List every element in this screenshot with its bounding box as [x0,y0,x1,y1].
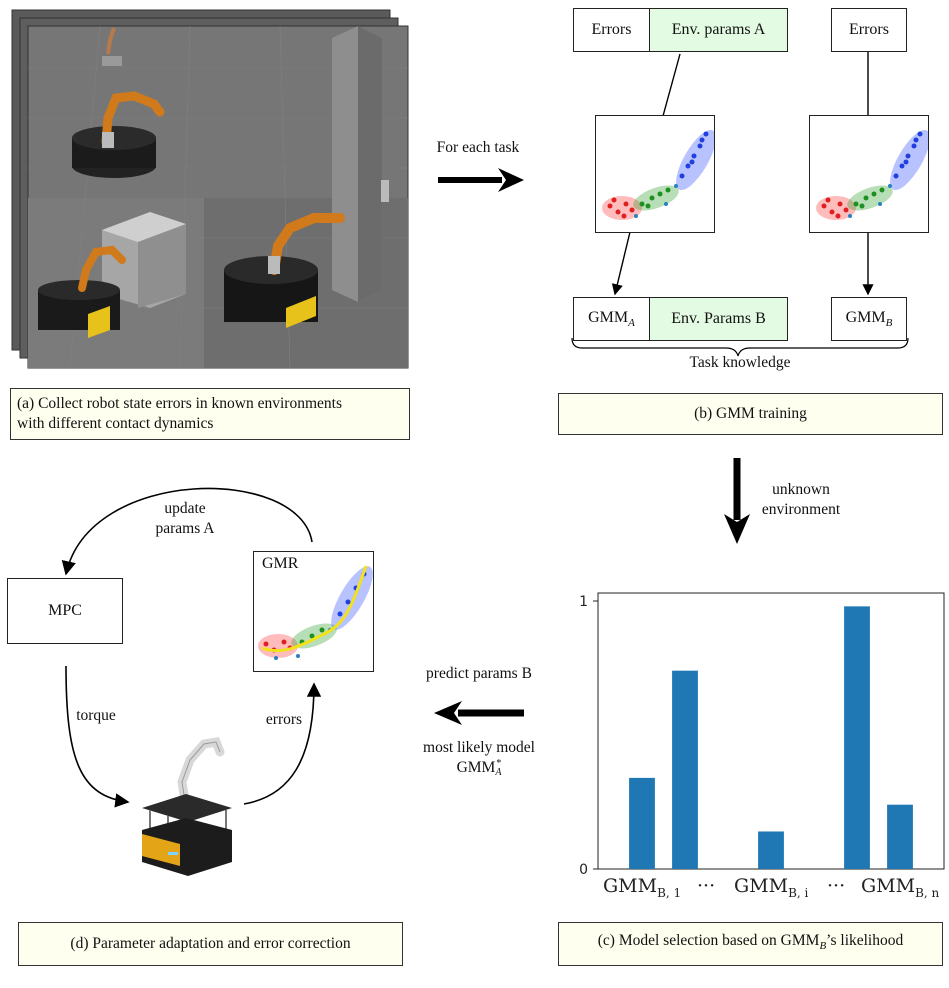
gmm-star-base: GMM [456,759,496,776]
bar-5 [844,606,870,869]
env-params-b-label: Env. Params B [671,310,766,327]
gmm-b-sub: B [885,317,893,330]
x-tick-label: GMMB, i [734,875,808,900]
gmm-b-box: GMMB [831,297,907,341]
caption-collect-errors: (a) Collect robot state errors in known … [10,388,410,440]
unknown-environment-label: unknown environment [746,480,856,520]
gmm-scatter-b [809,115,929,233]
x-tick-sub: B, i [788,885,809,900]
errors-a-label: Errors [591,21,632,38]
panel-b-connectors [571,52,909,357]
caption-a-line2: with different contact dynamics [17,415,214,432]
torque-label: torque [76,707,116,724]
x-tick-base: GMM [734,875,789,897]
caption-d-text: (d) Parameter adaptation and error corre… [70,935,351,952]
task-knowledge-label: Task knowledge [689,354,791,371]
down-arrow-icon [724,458,750,544]
most-likely-line1: most likely model [423,739,535,756]
errors-b-box: Errors [831,8,907,52]
x-tick-sub: B, 1 [657,885,682,900]
errors-label: errors [265,711,303,728]
gmm-a-sub: A [628,317,635,330]
caption-gmm-training: (b) GMM training [558,393,943,435]
x-tick-base: ··· [697,875,716,897]
gmm-scatter-a [595,115,715,233]
most-likely-model-label: most likely model GMM * A [404,738,554,778]
x-tick-sub: B, n [915,885,940,900]
gmm-star-sup: * [495,758,501,770]
gmr-label: GMR [262,555,299,572]
for-each-task-label: For each task [436,139,520,156]
mpc-label: MPC [48,602,82,619]
right-arrow-icon [438,168,524,192]
caption-model-selection: (c) Model selection based on GMMB’s like… [558,922,943,966]
errors-b-label: Errors [849,21,889,38]
gmm-a-box: GMMA [573,297,650,341]
left-arrow-icon [434,701,524,725]
caption-c-sub: B [819,940,827,953]
x-tick-label: GMMB, n [861,875,939,900]
gmr-plot: GMR [253,551,374,672]
caption-a-line1: (a) Collect robot state errors in known … [17,395,342,412]
y-tick-label: 0 [579,862,588,875]
unknown-line2: environment [761,501,841,518]
caption-c-suffix: ’s likelihood [826,932,904,950]
x-tick-label: GMMB, 1 [603,875,681,900]
panel-d-connectors [61,487,322,808]
errors-a-box: Errors [573,8,650,52]
gmm-a-label: GMMA [588,309,635,329]
caption-parameter-adaptation: (d) Parameter adaptation and error corre… [18,922,403,966]
env-params-b-box: Env. Params B [649,297,788,341]
x-tick-label: ··· [697,875,715,897]
mobile-robot-image [128,730,244,880]
caption-c-prefix: (c) Model selection based on GMM [597,932,820,950]
bar-3 [758,831,784,869]
bar-6 [887,804,913,869]
mpc-box: MPC [7,578,123,644]
bar-chart-svg: 01 [579,592,945,878]
gmm-b-label: GMMB [846,309,893,329]
gmm-star-sub: A [495,767,502,779]
gmm-a-base: GMM [588,308,629,326]
gmm-b-base: GMM [845,308,886,326]
y-tick-label: 1 [579,594,588,610]
x-tick-base: GMM [603,875,658,897]
update-line2: params A [155,520,215,537]
update-line1: update [164,500,206,517]
env-params-a-label: Env. params A [671,21,766,38]
predict-params-label: predict params B [426,665,532,682]
x-tick-label: ··· [827,875,845,897]
env-params-a-box: Env. params A [649,8,788,52]
bar-0 [629,777,655,869]
simulation-screenshot-stack [10,8,410,370]
caption-b-text: (b) GMM training [694,405,807,422]
x-tick-base: GMM [861,875,916,897]
most-likely-line2: GMM * A [404,758,554,778]
update-params-label: update params A [130,499,240,539]
unknown-line1: unknown [772,481,830,498]
x-tick-base: ··· [827,875,846,897]
caption-c-text: (c) Model selection based on GMMB’s like… [598,931,904,956]
bar-1 [672,670,698,869]
